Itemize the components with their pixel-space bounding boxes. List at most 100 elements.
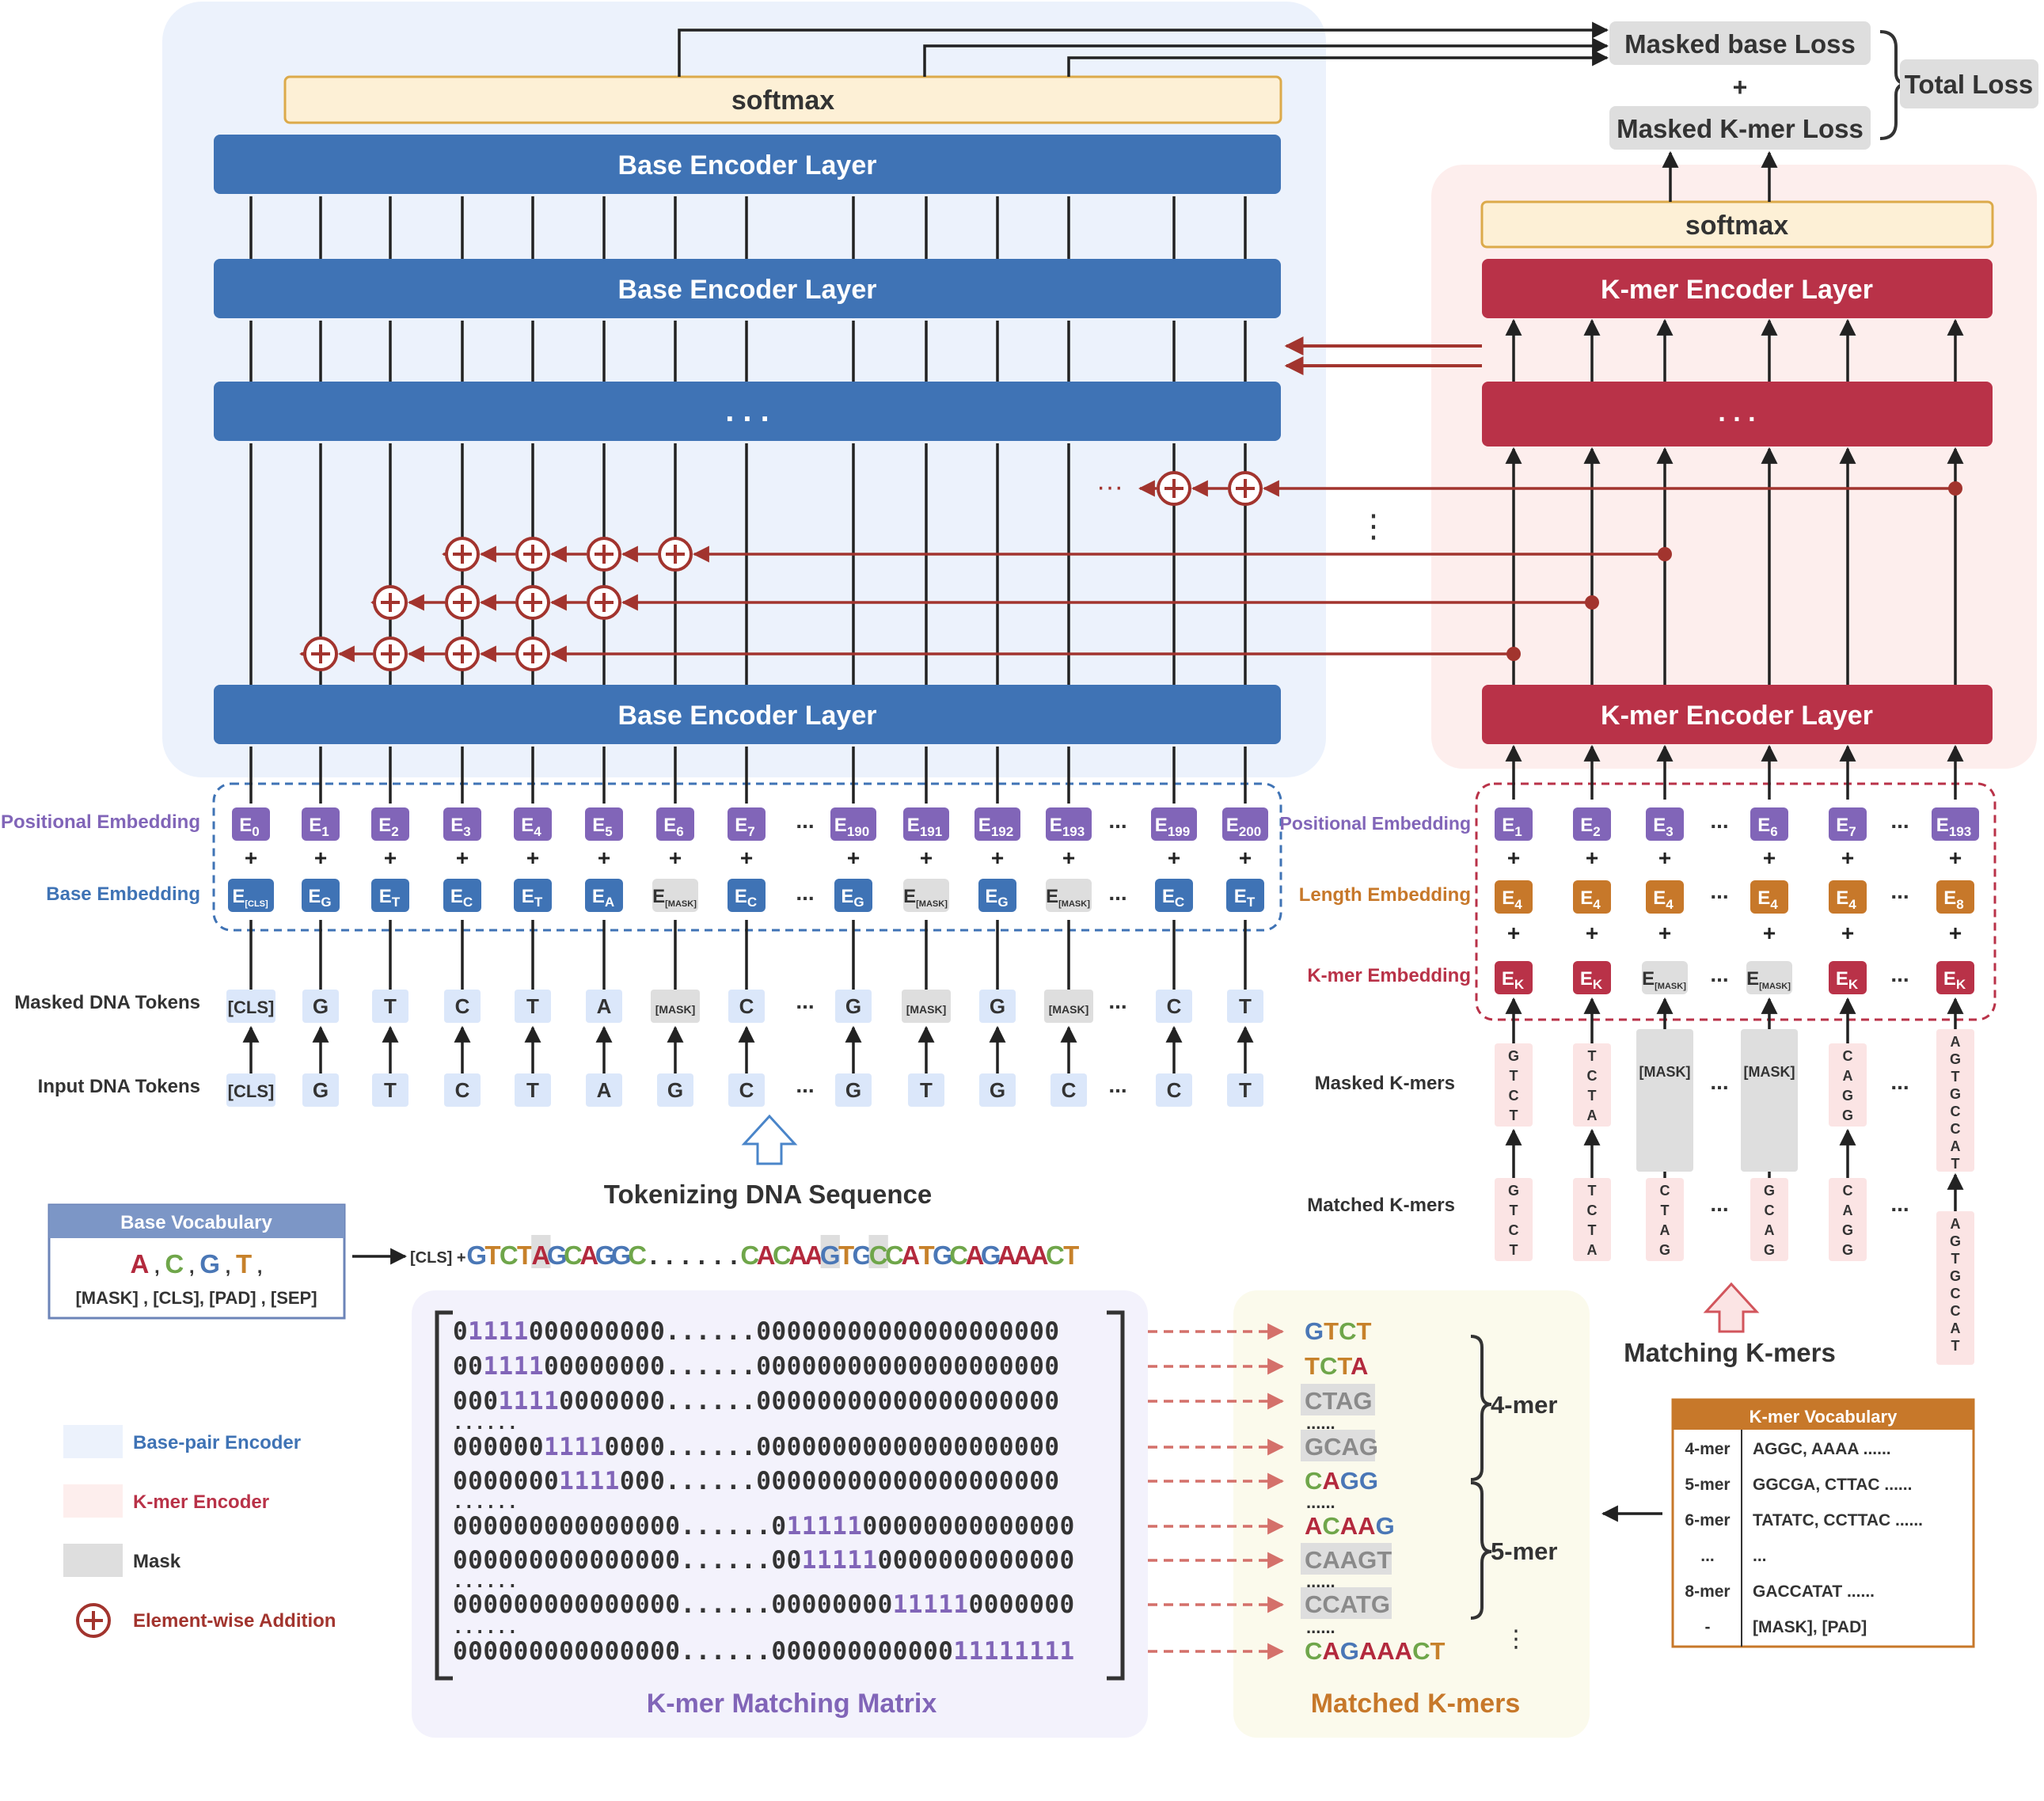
length-embedding-box — [1750, 880, 1788, 914]
label-positional-embedding: Positional Embedding — [1, 811, 200, 833]
input-token-box — [302, 1073, 339, 1107]
fusion-dots-vertical: ⋮ — [1358, 509, 1389, 544]
base-encoder-layer-second — [214, 259, 1281, 318]
kmer-vocab-values: [MASK], [PAD] — [1753, 1618, 1867, 1636]
base-embedding-label: EG — [841, 886, 864, 910]
masked-token-label: T — [1239, 994, 1252, 1018]
masked-token-box — [902, 990, 951, 1023]
sequence-char: . — [714, 1241, 721, 1270]
base-embedding-label: EC — [735, 886, 757, 910]
masked-kmer-loss: Masked K-mer Loss — [1617, 114, 1864, 143]
matched-dots: ...... — [1306, 1413, 1335, 1433]
plus-sign: + — [847, 845, 860, 870]
positional-embedding-box — [371, 807, 409, 841]
kmer-embedding-box — [1746, 961, 1792, 994]
input-token-label: G — [845, 1078, 861, 1102]
kmer-vocab-values: ... — [1753, 1547, 1767, 1565]
base-encoder-layer-second-label: Base Encoder Layer — [618, 275, 877, 305]
input-token-box — [586, 1073, 622, 1107]
sequence-char: G — [611, 1241, 632, 1270]
kmer-embedding-label: E[MASK] — [1746, 968, 1791, 991]
matched-kmer-box — [1646, 1178, 1684, 1261]
masked-kmer-box — [1829, 1043, 1867, 1127]
positional-embedding-label: E191 — [907, 815, 942, 839]
masked-token-label: G — [990, 994, 1005, 1018]
brace-5mer — [1470, 1481, 1492, 1620]
input-token-box — [979, 1073, 1016, 1107]
plus-sign: + — [526, 845, 539, 870]
base-embedding-box — [728, 879, 766, 912]
matching-up-arrow — [1703, 1282, 1760, 1333]
sequence-char: . — [666, 1241, 673, 1270]
kmer-encoder-layer-bottom-label: K-mer Encoder Layer — [1601, 701, 1873, 731]
masked-token-box — [1156, 990, 1192, 1023]
legend-swatch — [63, 1425, 123, 1458]
matched-dots: ...... — [1306, 1492, 1335, 1512]
plus-sign: + — [1949, 921, 1962, 945]
sequence-char: T — [918, 1241, 934, 1270]
matrix-row: 01111000000000......00000000000000000000 — [453, 1317, 1060, 1346]
masked-token-label: [MASK] — [655, 1003, 696, 1016]
kmer-fusion-lines — [298, 471, 1962, 671]
input-token-label: C — [739, 1078, 754, 1102]
positional-embedding-box — [302, 807, 340, 841]
plus-sign: + — [1062, 845, 1075, 870]
input-token-label: T — [1239, 1078, 1252, 1102]
loss-plus: + — [1733, 73, 1748, 101]
sequence-char: C — [773, 1241, 792, 1270]
masked-kmer-box — [1636, 1029, 1693, 1172]
kmer-positional-box — [1573, 807, 1611, 841]
input-token-label: G — [990, 1078, 1005, 1102]
plus-sign: + — [1763, 845, 1776, 870]
length-embedding-box — [1573, 880, 1611, 914]
matched-kmer-box — [1750, 1178, 1788, 1261]
masked-token-label: C — [1167, 994, 1182, 1018]
kmer-vocab-k: ... — [1700, 1547, 1715, 1565]
masked-token-box — [226, 990, 275, 1023]
matched-kmer: CAAGT — [1305, 1546, 1392, 1574]
sequence-char: C — [885, 1241, 904, 1270]
loss-arrow-2 — [923, 37, 1609, 77]
sequence-char: G — [981, 1241, 1001, 1270]
matrix-region — [412, 1290, 1148, 1738]
masked-token-box — [515, 990, 551, 1023]
base-embedding-label: E[MASK] — [1046, 886, 1090, 909]
brace-4mer — [1470, 1335, 1492, 1481]
matrix-left-bracket — [435, 1310, 453, 1681]
base-embedding-box — [834, 879, 872, 912]
sequence-char: T — [517, 1241, 533, 1270]
column-dots: ... — [796, 880, 814, 905]
sequence-char: C — [500, 1241, 519, 1270]
input-token-label: T — [384, 1078, 397, 1102]
sequence-mask-highlight — [820, 1235, 840, 1268]
kmer-column-dots: ... — [1710, 1070, 1728, 1094]
column-dots: ... — [796, 1073, 814, 1097]
matrix-title: K-mer Matching Matrix — [647, 1689, 937, 1719]
kmer-embedding-box — [1936, 961, 1974, 994]
label-matched-kmers: Matched K-mers — [1307, 1195, 1455, 1216]
nucleotide-A: A — [131, 1249, 150, 1279]
base-embedding-box — [1155, 879, 1193, 912]
sequence-char: . — [698, 1241, 705, 1270]
kmer-positional-label: E6 — [1757, 815, 1777, 839]
matched-mask-highlight — [1301, 1543, 1392, 1575]
loss-arrow-1 — [678, 21, 1609, 77]
label-base-embedding: Base Embedding — [46, 883, 200, 905]
masked-token-label: [MASK] — [906, 1003, 947, 1016]
input-token-box — [226, 1073, 275, 1107]
kmer-vocab-values: TATATC, CCTTAC ...... — [1753, 1511, 1923, 1529]
matching-kmers-label: Matching K-mers — [1624, 1338, 1836, 1367]
kmer-embedding-label: EK — [1502, 968, 1525, 992]
base-vocab-specials: [MASK] , [CLS], [PAD] , [SEP] — [75, 1288, 317, 1308]
masked-token-box — [651, 990, 700, 1023]
masked-token-label: C — [455, 994, 470, 1018]
plus-sign: + — [1239, 845, 1252, 870]
plus-sign: + — [598, 845, 610, 870]
input-token-label: C — [455, 1078, 470, 1102]
sequence-char: . — [682, 1241, 689, 1270]
plus-sign: + — [1658, 845, 1671, 870]
kmer-column-dots: ... — [1710, 879, 1728, 903]
